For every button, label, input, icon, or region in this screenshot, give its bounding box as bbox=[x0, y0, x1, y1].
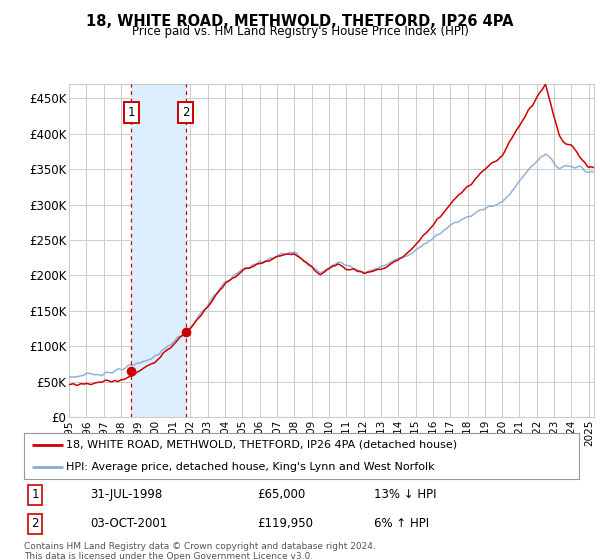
Text: 1: 1 bbox=[127, 106, 135, 119]
Text: 1: 1 bbox=[31, 488, 39, 501]
Text: 18, WHITE ROAD, METHWOLD, THETFORD, IP26 4PA: 18, WHITE ROAD, METHWOLD, THETFORD, IP26… bbox=[86, 14, 514, 29]
Text: 03-OCT-2001: 03-OCT-2001 bbox=[91, 517, 168, 530]
Text: Price paid vs. HM Land Registry's House Price Index (HPI): Price paid vs. HM Land Registry's House … bbox=[131, 25, 469, 38]
Text: 2: 2 bbox=[31, 517, 39, 530]
Text: 6% ↑ HPI: 6% ↑ HPI bbox=[374, 517, 429, 530]
Text: 2: 2 bbox=[182, 106, 190, 119]
Text: 13% ↓ HPI: 13% ↓ HPI bbox=[374, 488, 436, 501]
Text: Contains HM Land Registry data © Crown copyright and database right 2024.
This d: Contains HM Land Registry data © Crown c… bbox=[24, 542, 376, 560]
Text: 18, WHITE ROAD, METHWOLD, THETFORD, IP26 4PA (detached house): 18, WHITE ROAD, METHWOLD, THETFORD, IP26… bbox=[65, 440, 457, 450]
Text: £65,000: £65,000 bbox=[257, 488, 305, 501]
Bar bbox=[131, 84, 186, 417]
Text: HPI: Average price, detached house, King's Lynn and West Norfolk: HPI: Average price, detached house, King… bbox=[65, 463, 434, 472]
Text: £119,950: £119,950 bbox=[257, 517, 313, 530]
Text: 31-JUL-1998: 31-JUL-1998 bbox=[91, 488, 163, 501]
